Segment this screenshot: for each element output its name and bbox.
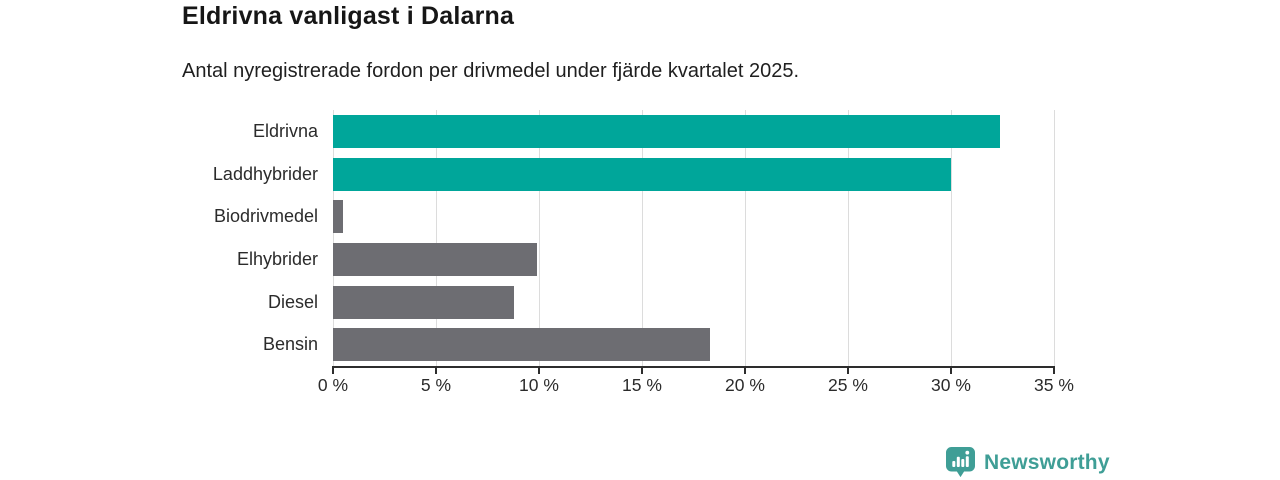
axis-tick — [641, 368, 643, 374]
gridline — [744, 110, 746, 366]
newsworthy-logo: Newsworthy — [945, 446, 1110, 479]
bar-elhybrider — [333, 242, 537, 276]
axis-tick-label: 0 % — [317, 375, 349, 395]
category-label: Laddhybrider — [212, 163, 318, 184]
gridline — [847, 110, 849, 366]
bar-biodrivmedel — [333, 200, 344, 234]
axis-tick-label: 15 % — [622, 375, 662, 395]
chart-subtitle: Antal nyregistrerade fordon per drivmede… — [182, 60, 800, 82]
gridline — [641, 110, 643, 366]
axis-tick — [1053, 368, 1055, 374]
axis-tick-label: 20 % — [725, 375, 765, 395]
axis-tick-label: 25 % — [828, 375, 868, 395]
gridline — [435, 110, 437, 366]
category-label: Bensin — [262, 334, 318, 355]
plot-area — [332, 110, 1055, 366]
bar-bensin — [333, 328, 710, 362]
axis-tick-label: 5 % — [420, 375, 452, 395]
axis-tick-label: 30 % — [931, 375, 971, 395]
brand-name: Newsworthy — [984, 450, 1110, 474]
gridline — [950, 110, 952, 366]
axis-tick — [847, 368, 849, 374]
axis-tick — [950, 368, 952, 374]
chart-title: Eldrivna vanligast i Dalarna — [182, 2, 515, 30]
gridline — [332, 110, 334, 366]
category-label: Diesel — [267, 291, 318, 312]
axis-tick-label: 10 % — [519, 375, 559, 395]
gridline — [1053, 110, 1055, 366]
x-axis-line — [332, 366, 1055, 368]
axis-tick — [332, 368, 334, 374]
gridline — [538, 110, 540, 366]
axis-tick — [435, 368, 437, 374]
bar-diesel — [333, 285, 515, 319]
category-label: Eldrivna — [252, 120, 318, 141]
newsworthy-pin-barchart-icon — [946, 447, 975, 478]
axis-tick-label: 35 % — [1034, 375, 1074, 395]
axis-tick — [744, 368, 746, 374]
category-label: Biodrivmedel — [213, 206, 318, 227]
bar-eldrivna — [333, 114, 1001, 148]
bar-laddhybrider — [333, 157, 951, 191]
category-label: Elhybrider — [236, 248, 318, 269]
axis-tick — [538, 368, 540, 374]
